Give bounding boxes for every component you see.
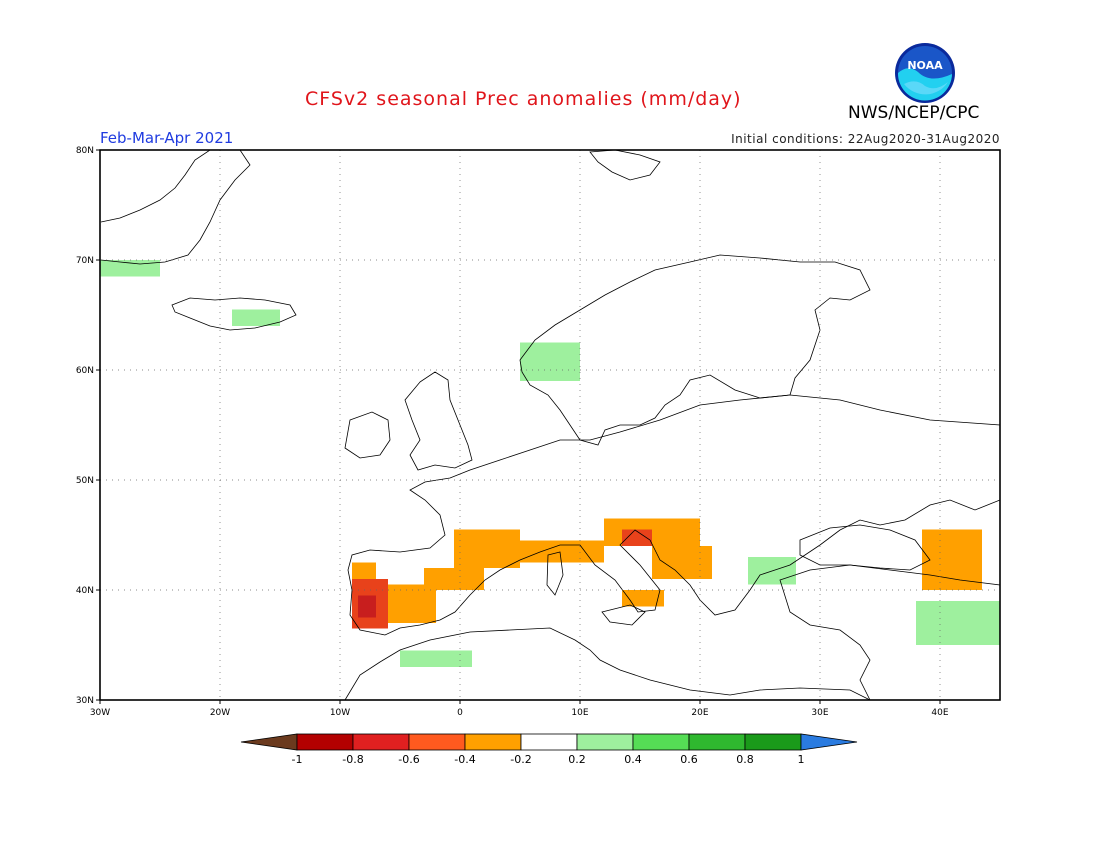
colorbar: -1 -0.8 -0.6 -0.4 -0.2 0.2 0.4 0.6 0.8 1	[240, 733, 858, 766]
logo-text: NOAA	[907, 59, 943, 72]
colorbar-swatch	[520, 733, 578, 751]
colorbar-label: 1	[798, 753, 805, 766]
coastline-scandinavia	[519, 254, 871, 446]
colorbar-swatch	[352, 733, 410, 751]
colorbar-arrow-high	[800, 733, 858, 751]
colorbar-swatch	[464, 733, 522, 751]
anomaly-region-2	[388, 584, 436, 623]
lon-tick-label: 40E	[931, 708, 948, 718]
colorbar-swatch	[408, 733, 466, 751]
anomaly-region-6	[520, 540, 604, 563]
colorbar-label: -0.8	[342, 753, 363, 766]
lon-tick-label: 30E	[811, 708, 828, 718]
coastline-britain	[404, 371, 473, 471]
coastline-europe	[347, 394, 1001, 636]
agency-label: NWS/NCEP/CPC	[848, 103, 980, 123]
colorbar-swatch	[744, 733, 802, 751]
coastline-greenland	[100, 149, 251, 265]
colorbar-swatch	[296, 733, 354, 751]
anomaly-region-9	[652, 546, 712, 579]
season-label: Feb-Mar-Apr 2021	[100, 129, 234, 147]
coastlines	[100, 149, 1001, 701]
coastline-black-sea	[799, 524, 931, 571]
colorbar-swatch	[576, 733, 634, 751]
coastline-ireland	[344, 411, 391, 459]
coastline-sardinia	[546, 551, 564, 596]
coastline-iceland	[171, 297, 297, 331]
chart-title: CFSv2 seasonal Prec anomalies (mm/day)	[305, 88, 742, 110]
lat-tick-label: 80N	[76, 146, 94, 156]
initial-conditions-label: Initial conditions: 22Aug2020-31Aug2020	[731, 132, 1000, 146]
lat-tick-labels: 30N 40N 50N 60N 70N 80N	[76, 146, 100, 706]
anomaly-region-4	[454, 529, 520, 568]
colorbar-swatch	[688, 733, 746, 751]
colorbar-label: 0.6	[680, 753, 698, 766]
anomaly-region-1	[358, 595, 376, 618]
colorbar-swatch	[632, 733, 690, 751]
coastline-north-africa	[344, 627, 871, 701]
anomaly-region-5	[424, 568, 484, 590]
anomaly-region-17	[400, 650, 472, 667]
lon-tick-label: 0	[457, 708, 463, 718]
lon-tick-label: 10E	[571, 708, 588, 718]
colorbar-label: -1	[292, 753, 303, 766]
colorbar-arrow-low	[240, 733, 298, 751]
lon-tick-label: 10W	[330, 708, 350, 718]
anomaly-region-14	[520, 342, 580, 381]
lat-tick-label: 50N	[76, 476, 94, 486]
colorbar-label: -0.4	[454, 753, 475, 766]
anomaly-region-8	[622, 529, 652, 546]
coastline-sicily	[601, 604, 646, 626]
lon-tick-labels: 30W 20W 10W 0 10E 20E 30E 40E	[90, 700, 949, 718]
colorbar-label: -0.2	[510, 753, 531, 766]
lon-tick-label: 20E	[691, 708, 708, 718]
anomaly-layer	[100, 260, 1000, 667]
anomaly-region-16	[916, 601, 1000, 645]
noaa-logo: NOAA	[895, 43, 955, 103]
colorbar-label: -0.6	[398, 753, 419, 766]
lon-tick-label: 20W	[210, 708, 230, 718]
anomaly-region-11	[922, 529, 982, 590]
lat-tick-label: 70N	[76, 256, 94, 266]
map-frame	[99, 149, 1001, 701]
lat-tick-label: 40N	[76, 586, 94, 596]
anomaly-region-12	[232, 309, 280, 326]
lon-tick-label: 30W	[90, 708, 110, 718]
coastline-svalbard	[589, 149, 661, 181]
lat-tick-label: 30N	[76, 696, 94, 706]
colorbar-label: 0.8	[736, 753, 754, 766]
colorbar-label: 0.2	[568, 753, 586, 766]
graticule	[100, 150, 1000, 700]
anomaly-region-3	[352, 562, 376, 579]
anomaly-region-13	[100, 260, 160, 277]
colorbar-label: 0.4	[624, 753, 642, 766]
anomaly-region-10	[622, 590, 664, 607]
lat-tick-label: 60N	[76, 366, 94, 376]
